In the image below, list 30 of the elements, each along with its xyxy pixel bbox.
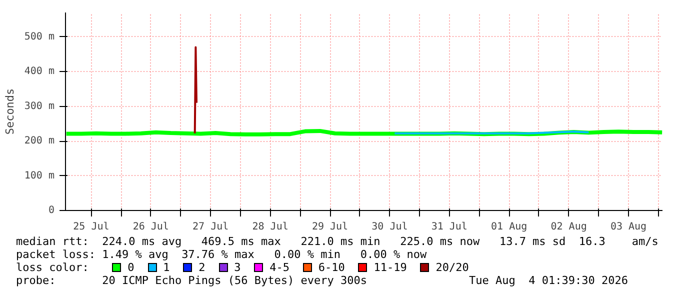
legend-label: 20/20: [436, 261, 469, 274]
x-tick-label: 26 Jul: [132, 222, 169, 232]
x-tick-label: 01 Aug: [491, 222, 528, 232]
x-tick-label: 02 Aug: [550, 222, 587, 232]
y-tick-label: 400 m: [24, 66, 55, 78]
y-axis-title: Seconds: [3, 88, 16, 135]
x-tick-label: 31 Jul: [431, 222, 468, 232]
text: probe: 20 ICMP Echo Pings (56 Bytes) every 300s: [16, 274, 368, 287]
legend-label: 6-10: [318, 261, 345, 274]
x-tick-label: 29 Jul: [312, 222, 348, 232]
y-tick-label: 0: [48, 205, 55, 216]
x-tick-label: 30 Jul: [372, 222, 408, 232]
x-tick-label: 25 Jul: [73, 222, 110, 232]
legend-label: 2: [198, 261, 206, 274]
x-tick-label: 03 Aug: [610, 222, 647, 232]
text: median rtt: 224.0 ms avg 469.5 ms max 221.0 ms min 225.0 ms now 13.7 ms sd 16.3 am/s: [16, 235, 658, 248]
legend-label: 1: [163, 261, 170, 274]
y-tick-label: 100 m: [24, 170, 55, 182]
x-tick-label: 28 Jul: [252, 222, 288, 232]
x-tick-label: 27 Jul: [192, 222, 229, 232]
legend-label: 3: [234, 261, 241, 274]
y-tick-label: 500 m: [24, 31, 55, 42]
legend-label: 0: [128, 261, 134, 274]
y-tick-label: 300 m: [24, 100, 55, 112]
y-tick-label: 200 m: [24, 136, 55, 147]
legend-label: 4-5: [270, 261, 290, 274]
legend-label: 11-19: [374, 261, 407, 274]
legend-title: loss color:: [16, 261, 90, 274]
text: packet loss: 1.49 % avg 37.76 % max 0.00 % min 0.00 % now: [16, 248, 427, 261]
text: Tue Aug 4 01:39:30 2026: [469, 274, 628, 287]
